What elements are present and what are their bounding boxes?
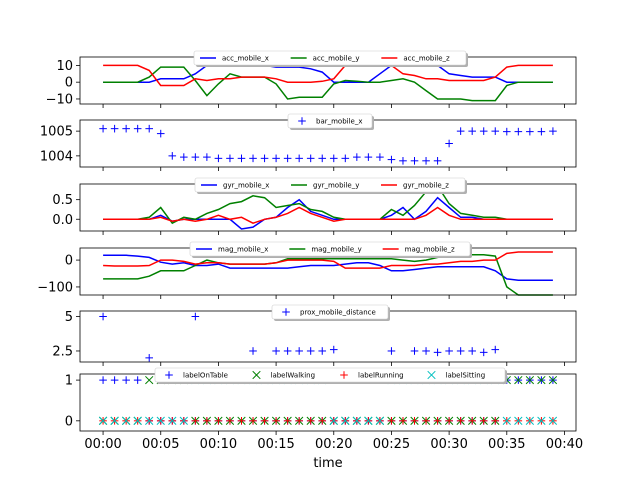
legend-label-gyr_mobile_y: gyr_mobile_y [313,182,359,190]
legend-label-prox_mobile_distance: prox_mobile_distance [300,309,376,317]
labelWalking-point-39-d2 [548,375,558,385]
series-acc_mobile_y-line [103,66,553,102]
x-tick-label-4: 00:20 [315,437,352,452]
labelSitting-point-2-d2 [121,416,131,425]
labelSitting-point-36-d2 [514,416,523,425]
x-tick-label-8: 00:40 [546,437,583,452]
panel-1-ytick-label-1: 1005 [40,125,73,140]
panel-2-ytick-label-1: 0.5 [52,193,73,208]
series-bar_mobile_x [99,124,557,165]
panel-2-legend: gyr_mobile_x gyr_mobile_y gyr_mobile_z [194,177,467,194]
labelSitting-point-20-d2 [329,416,338,425]
labelWalking-point-36-d2 [514,375,523,385]
panel-5-ytick-label-0: 0 [65,414,73,429]
panel-1-legend: bar_mobile_x [287,113,374,130]
labelSitting-point-1-d2 [110,416,119,425]
legend-box [287,113,373,129]
legend-label-acc_mobile_y: acc_mobile_y [313,55,360,63]
panel-1-data [99,124,557,165]
legend-label-labelOnTable: labelOnTable [183,372,228,380]
legend-box [194,177,466,193]
x-axis-label: time [313,456,342,471]
panel-5-legend: labelOnTable labelWalking labelRunning labe… [154,367,507,384]
legend-box [189,241,471,257]
panel-0-data [103,64,553,102]
legend-label-labelSitting: labelSitting [446,372,486,380]
panel-3-data [103,251,553,296]
panel-0-ytick-label-0: −10 [46,92,73,107]
panel-2-ytick-label-0: 0.0 [52,213,73,228]
series-prox_mobile_distance [99,312,500,362]
labelSitting-point-22-d2 [352,416,361,425]
labelWalking-point-38-d2 [537,375,546,385]
panel-3-legend: mag_mobile_x mag_mobile_y mag_mobile_z [189,241,472,258]
legend-label-gyr_mobile_z: gyr_mobile_z [403,182,449,190]
legend-label-labelWalking: labelWalking [271,372,316,380]
legend-swatch-labelSitting-d2 [427,370,436,380]
labelWalking-point-37-d2 [525,375,535,385]
legend-label-gyr_mobile_x: gyr_mobile_x [223,182,269,190]
panel-3-ytick-label-0: −100 [37,280,73,295]
legend-swatch-labelWalking-d2 [252,370,261,380]
labelSitting-point-5-d2 [156,416,165,425]
legend-label-mag_mobile_z: mag_mobile_z [405,246,455,254]
legend-label-mag_mobile_y: mag_mobile_y [311,246,361,254]
labelSitting-point-24-d2 [375,416,385,425]
panel-0-ytick-label-2: 10 [56,59,73,74]
panel-4-ytick-label-0: 2.5 [52,344,73,359]
panel-2-data [103,185,553,230]
panel-1-ytick-label-0: 1004 [40,149,73,164]
legend-label-acc_mobile_z: acc_mobile_z [403,55,450,63]
x-tick-label-1: 00:05 [142,437,179,452]
panel-5-data [98,375,558,425]
x-tick-label-0: 00:00 [84,437,121,452]
labelSitting-point-0-d2 [98,416,108,425]
panel-0-ytick-label-1: 0 [65,76,73,91]
legend-box [193,50,467,66]
panel-4-ytick-label-1: 5 [65,310,73,325]
labelSitting-point-7-d2 [179,416,188,425]
series-mag_mobile_z-line [103,251,553,269]
x-tick-label-7: 00:35 [488,437,525,452]
labelSitting-point-35-d2 [502,416,511,425]
labelSitting-point-23-d2 [364,416,373,425]
x-tick-label-5: 00:25 [373,437,410,452]
labelSitting-point-21-d2 [341,416,350,425]
legend-label-acc_mobile_x: acc_mobile_x [222,55,269,63]
panel-4-legend: prox_mobile_distance [271,304,390,321]
legend-box [271,304,389,320]
series-acc_mobile_z-line [103,64,553,87]
legend-label-bar_mobile_x: bar_mobile_x [316,118,363,126]
labelSitting-point-37-d2 [525,416,535,425]
panel-4: 2.5 5 prox_mobile_distance [52,304,577,366]
series-mag_mobile_x-line [103,254,553,281]
labelSitting-point-3-d2 [133,416,142,425]
x-tick-label-3: 00:15 [257,437,294,452]
legend-box [154,367,506,383]
panel-5: 01 labelOnTable labelWalking labelRunning la… [65,367,577,435]
labelSitting-point-6-d2 [168,416,177,425]
legend-label-labelRunning: labelRunning [358,372,404,380]
labelSitting-point-38-d2 [537,416,546,425]
x-tick-label-2: 00:10 [200,437,237,452]
series-mag_mobile_y-line [103,253,553,296]
panel-1: 1004 1005 bar_mobile_x [40,113,577,171]
panel-5-ytick-label-1: 1 [65,374,73,389]
legend-label-mag_mobile_x: mag_mobile_x [218,246,268,254]
series-gyr_mobile_z-line [103,206,553,225]
labelWalking-point-4-d2 [145,375,154,385]
x-tick-label-6: 00:30 [430,437,467,452]
panel-3-ytick-label-1: 0 [65,254,73,269]
labelSitting-point-39-d2 [548,416,558,425]
panel-4-data [99,312,500,362]
panel-0-legend: acc_mobile_x acc_mobile_y acc_mobile_z [193,50,468,67]
series-acc_mobile_x-line [103,64,553,83]
labelSitting-point-4-d2 [145,416,154,425]
